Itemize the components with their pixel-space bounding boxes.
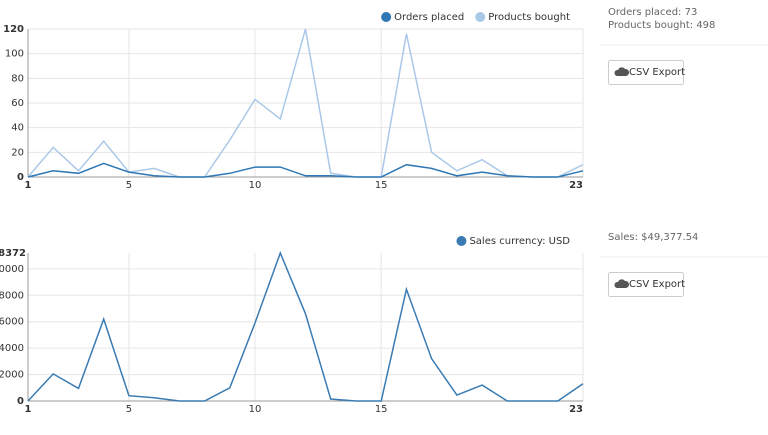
stat-text: Orders placed: 73 xyxy=(608,7,697,18)
line-series xyxy=(27,28,584,178)
y-tick-label: 100 xyxy=(5,49,24,60)
x-tick-label: 1 xyxy=(25,404,32,415)
button-box xyxy=(608,272,684,297)
chart: 02000400060008000100002837215101523Sales… xyxy=(0,236,584,415)
x-tick-label: 5 xyxy=(126,404,132,415)
y-tick-label: 10000 xyxy=(0,264,24,275)
y-tick-label: 60 xyxy=(11,98,24,109)
y-tick-label: 80 xyxy=(11,73,24,84)
legend-label: Orders placed xyxy=(394,12,464,23)
x-tick-label: 15 xyxy=(375,180,388,191)
legend-marker xyxy=(456,236,467,246)
x-tick-label: 10 xyxy=(249,404,262,415)
y-tick-label: 20 xyxy=(11,147,24,158)
button-label: CSV Export xyxy=(629,279,685,290)
x-tick-label: 1 xyxy=(25,180,32,191)
button-label: CSV Export xyxy=(629,67,685,78)
stat-text: Products bought: 498 xyxy=(608,20,715,31)
legend-label: Products bought xyxy=(488,12,570,23)
legend-label: Sales currency: USD xyxy=(469,236,570,247)
legend-marker xyxy=(475,12,486,22)
x-tick-label: 5 xyxy=(126,180,132,191)
x-tick-label: 23 xyxy=(569,404,583,415)
y-tick-label: 8000 xyxy=(0,290,24,301)
csv-export-button[interactable]: CSV Export xyxy=(608,60,686,85)
legend-marker xyxy=(381,12,392,22)
y-tick-label: 2000 xyxy=(0,370,24,381)
y-tick-label: 40 xyxy=(11,123,24,134)
csv-export-button[interactable]: CSV Export xyxy=(608,272,686,297)
x-tick-label: 10 xyxy=(249,180,262,191)
line-series xyxy=(27,250,584,402)
cloud-icon xyxy=(614,279,630,288)
stat-text: Sales: $49,377.54 xyxy=(608,232,698,243)
x-tick-label: 23 xyxy=(569,180,583,191)
y-tick-label: 4000 xyxy=(0,343,24,354)
button-box xyxy=(608,60,684,85)
y-tick-label: 6000 xyxy=(0,317,24,328)
y-tick-label: 0 xyxy=(17,396,24,407)
x-tick-label: 15 xyxy=(375,404,388,415)
line-series xyxy=(27,162,584,178)
cloud-icon xyxy=(614,67,630,76)
y-tick-label: 0 xyxy=(17,172,24,183)
y-max-label: 28372 xyxy=(0,248,26,259)
y-tick-label: 120 xyxy=(3,24,24,35)
